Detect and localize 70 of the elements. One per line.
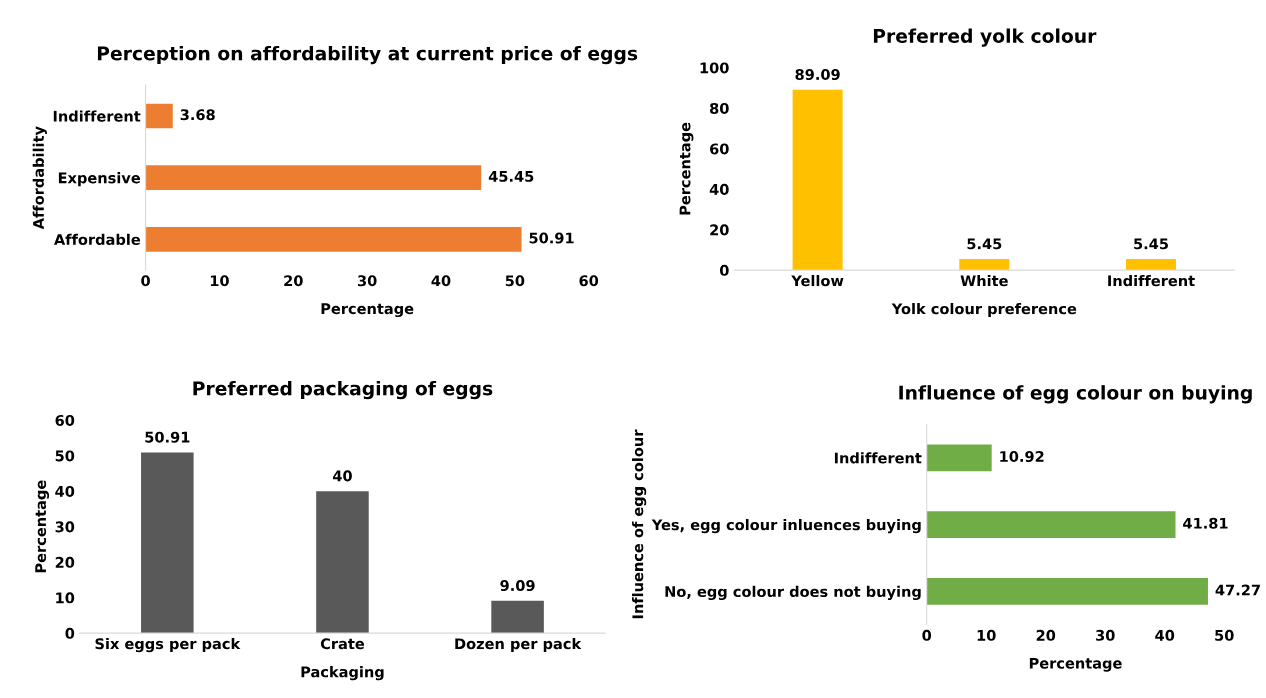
x-axis-title: Packaging bbox=[301, 666, 384, 681]
data-label: 41.81 bbox=[1183, 517, 1228, 529]
bar bbox=[926, 577, 1208, 605]
x-tick-label: 0 bbox=[922, 629, 932, 641]
y-tick-label: 40 bbox=[55, 485, 75, 497]
y-tick-label: Affordable bbox=[54, 233, 141, 246]
bar bbox=[145, 103, 173, 129]
x-tick-label: 10 bbox=[977, 629, 996, 641]
data-label: 5.45 bbox=[967, 238, 1002, 250]
bar bbox=[316, 491, 369, 634]
y-tick-label: 60 bbox=[710, 143, 729, 155]
y-tick-label: 0 bbox=[719, 264, 729, 276]
x-tick-label: White bbox=[960, 274, 1008, 287]
data-label: 45.45 bbox=[488, 171, 534, 182]
x-tick-label: 30 bbox=[357, 275, 377, 287]
y-tick-label: 80 bbox=[710, 102, 729, 114]
data-label: 50.91 bbox=[529, 232, 574, 244]
y-tick-label: 20 bbox=[55, 556, 75, 568]
x-tick-label: 50 bbox=[505, 275, 525, 287]
bar bbox=[926, 511, 1176, 538]
x-tick-label: 60 bbox=[579, 275, 599, 287]
bar bbox=[491, 600, 544, 634]
bar bbox=[145, 226, 522, 252]
y-axis-title: Percentage bbox=[679, 122, 694, 215]
x-axis-title: Percentage bbox=[321, 303, 414, 318]
data-label: 3.68 bbox=[180, 109, 215, 121]
y-tick-label: 30 bbox=[55, 521, 75, 533]
x-tick-label: 30 bbox=[1096, 629, 1115, 641]
y-tick-label: Expensive bbox=[58, 172, 141, 187]
x-tick-label: 40 bbox=[1155, 629, 1175, 641]
data-label: 9.09 bbox=[500, 580, 535, 592]
data-label: 89.09 bbox=[795, 68, 840, 81]
x-tick-label: Indifferent bbox=[1108, 274, 1195, 287]
y-axis-title: Influence of egg colour bbox=[632, 429, 647, 619]
y-tick-label: 20 bbox=[710, 224, 729, 236]
y-tick-label: 10 bbox=[56, 592, 75, 604]
x-axis-title: Yolk colour preference bbox=[891, 302, 1077, 318]
data-label: 50.91 bbox=[145, 431, 190, 443]
y-tick-label: Indifferent bbox=[834, 452, 922, 464]
y-axis-title: Affordability bbox=[32, 126, 47, 230]
x-tick-label: 10 bbox=[210, 275, 229, 287]
data-label: 47.27 bbox=[1215, 584, 1260, 596]
y-tick-label: 50 bbox=[55, 450, 75, 462]
x-tick-label: 20 bbox=[284, 275, 303, 287]
y-axis-title: Percentage bbox=[35, 480, 50, 573]
x-tick-label: 20 bbox=[1036, 629, 1056, 641]
bar bbox=[141, 452, 194, 634]
y-tick-label: 100 bbox=[700, 62, 729, 74]
chart-title: Preferred packaging of eggs bbox=[193, 380, 493, 400]
x-tick-label: Yellow bbox=[791, 274, 844, 287]
bar bbox=[145, 165, 482, 190]
y-tick-label: 40 bbox=[709, 183, 729, 195]
x-tick-label: 0 bbox=[141, 275, 150, 287]
x-tick-label: Six eggs per pack bbox=[95, 637, 241, 653]
x-tick-label: 50 bbox=[1215, 629, 1234, 641]
chart-title: Influence of egg colour on buying bbox=[899, 385, 1252, 404]
x-tick-label: Crate bbox=[320, 638, 365, 650]
data-label: 5.45 bbox=[1134, 238, 1168, 250]
chart-title: Preferred yolk colour bbox=[873, 28, 1097, 47]
x-axis-title: Percentage bbox=[1029, 657, 1122, 672]
x-tick-label: 40 bbox=[431, 275, 451, 287]
y-tick-label: Yes, egg colour inluences buying bbox=[651, 519, 921, 534]
data-label: 40 bbox=[332, 470, 352, 482]
y-tick-label: Indifferent bbox=[53, 110, 141, 122]
chart-title: Perception on affordability at current price of eggs bbox=[97, 45, 638, 65]
y-tick-label: 60 bbox=[55, 414, 75, 426]
y-tick-label: No, egg colour does not buying bbox=[665, 585, 921, 601]
bar bbox=[926, 444, 992, 472]
data-label: 10.92 bbox=[1000, 450, 1044, 462]
x-tick-label: Dozen per pack bbox=[455, 637, 582, 653]
